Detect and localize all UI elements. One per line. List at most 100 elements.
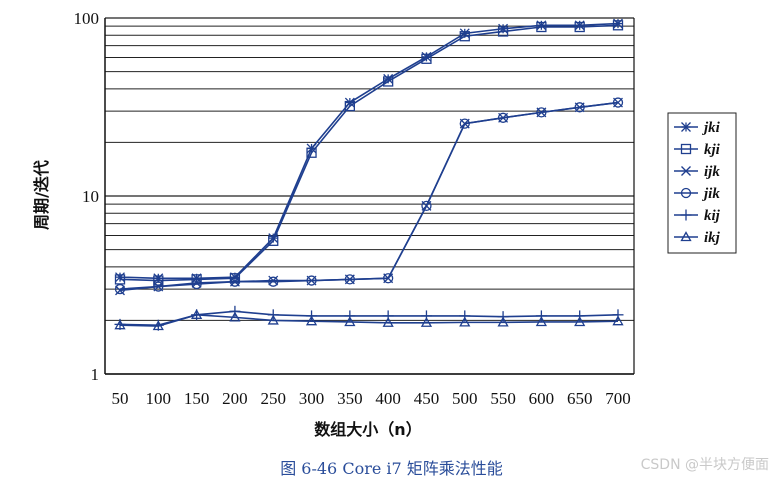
data-point bbox=[268, 235, 279, 246]
marker-triangle bbox=[459, 316, 471, 327]
data-point bbox=[421, 53, 432, 64]
data-point bbox=[115, 272, 125, 283]
marker-triangle bbox=[114, 319, 126, 330]
data-point bbox=[383, 273, 394, 284]
legend-entry: ijk bbox=[674, 164, 720, 180]
data-point bbox=[612, 20, 624, 31]
y-tick-labels: 1 10 100 bbox=[74, 9, 100, 384]
legend-label: ikj bbox=[704, 230, 721, 246]
x-tick-label: 150 bbox=[184, 389, 210, 408]
y-tick-label: 10 bbox=[82, 187, 99, 206]
data-point bbox=[574, 102, 585, 113]
data-point bbox=[536, 107, 547, 118]
marker-circle bbox=[383, 273, 394, 284]
x-tick-label: 700 bbox=[605, 389, 631, 408]
data-point bbox=[680, 143, 692, 155]
marker-triangle bbox=[267, 314, 279, 325]
data-point bbox=[114, 283, 126, 295]
x-tick-label: 100 bbox=[146, 389, 172, 408]
marker-stroke bbox=[681, 122, 691, 132]
marker-square bbox=[612, 20, 624, 31]
data-point bbox=[344, 316, 356, 327]
data-point bbox=[267, 314, 279, 325]
marker-square bbox=[383, 76, 394, 87]
data-point bbox=[535, 316, 547, 327]
data-point bbox=[612, 315, 624, 326]
marker-square bbox=[229, 273, 241, 284]
data-point bbox=[680, 209, 692, 221]
data-point bbox=[152, 320, 164, 331]
data-point bbox=[574, 310, 586, 322]
legend-entry: jik bbox=[674, 186, 720, 202]
marker-square bbox=[153, 275, 164, 286]
data-point bbox=[574, 21, 585, 33]
marker-stroke bbox=[115, 272, 125, 283]
marker-square bbox=[497, 26, 509, 37]
marker-circle bbox=[268, 276, 279, 287]
marker-square bbox=[574, 21, 585, 33]
data-point bbox=[229, 311, 241, 322]
legend-entry: kji bbox=[674, 142, 721, 158]
marker-triangle bbox=[305, 315, 318, 326]
legend-label: kji bbox=[704, 142, 721, 158]
data-point bbox=[383, 76, 394, 87]
marker-triangle bbox=[574, 316, 586, 327]
data-point bbox=[574, 316, 586, 327]
figure-caption: 图 6-46 Core i7 矩阵乘法性能 bbox=[280, 459, 503, 478]
x-tick-label: 350 bbox=[337, 389, 363, 408]
marker-circle bbox=[153, 281, 164, 292]
data-point bbox=[115, 285, 125, 296]
watermark: CSDN @半块方便面 bbox=[640, 457, 769, 473]
data-point bbox=[382, 316, 394, 327]
marker-circle bbox=[306, 275, 317, 286]
data-point bbox=[114, 274, 126, 285]
y-tick-label: 100 bbox=[74, 9, 100, 28]
series-jik bbox=[114, 97, 624, 295]
data-point bbox=[459, 31, 470, 42]
marker-circle bbox=[536, 107, 547, 118]
data-point bbox=[229, 305, 241, 317]
marker-square bbox=[421, 53, 432, 64]
series-kij bbox=[114, 305, 624, 331]
marker-stroke bbox=[459, 28, 470, 39]
series-line bbox=[119, 310, 619, 327]
marker-triangle bbox=[612, 315, 624, 326]
x-tick-label: 550 bbox=[490, 389, 516, 408]
data-point bbox=[306, 275, 317, 286]
data-point bbox=[114, 319, 126, 330]
x-tick-label: 500 bbox=[452, 389, 478, 408]
data-point bbox=[191, 309, 203, 319]
legend-label: kij bbox=[704, 208, 721, 224]
data-point bbox=[306, 147, 317, 158]
legend-entry: jki bbox=[674, 120, 721, 136]
data-point bbox=[680, 231, 692, 242]
marker-triangle bbox=[382, 316, 394, 327]
data-point bbox=[153, 275, 164, 286]
data-point bbox=[420, 310, 432, 322]
grid-lines bbox=[105, 17, 634, 375]
data-point bbox=[229, 276, 241, 287]
x-tick-label: 450 bbox=[414, 389, 440, 408]
x-tick-label: 200 bbox=[222, 389, 248, 408]
marker-triangle bbox=[680, 231, 692, 242]
marker-stroke bbox=[153, 273, 164, 284]
x-axis-title: 数组大小（n） bbox=[314, 420, 421, 439]
legend-label: jki bbox=[702, 120, 721, 136]
marker-triangle bbox=[497, 316, 509, 327]
marker-stroke bbox=[191, 277, 202, 288]
marker-triangle bbox=[420, 316, 433, 327]
marker-triangle bbox=[191, 309, 203, 319]
data-point bbox=[459, 310, 471, 322]
legend-entry: kij bbox=[674, 208, 721, 224]
marker-square bbox=[536, 21, 547, 33]
legend-label: jik bbox=[702, 186, 720, 202]
marker-circle bbox=[612, 97, 624, 108]
data-point bbox=[229, 273, 241, 284]
data-point bbox=[681, 166, 691, 176]
data-point bbox=[497, 316, 509, 327]
legend: jki kji ijk jik kij ikj bbox=[667, 112, 737, 254]
marker-stroke bbox=[344, 97, 355, 108]
marker-triangle bbox=[229, 311, 241, 322]
x-tick-label: 650 bbox=[567, 389, 593, 408]
